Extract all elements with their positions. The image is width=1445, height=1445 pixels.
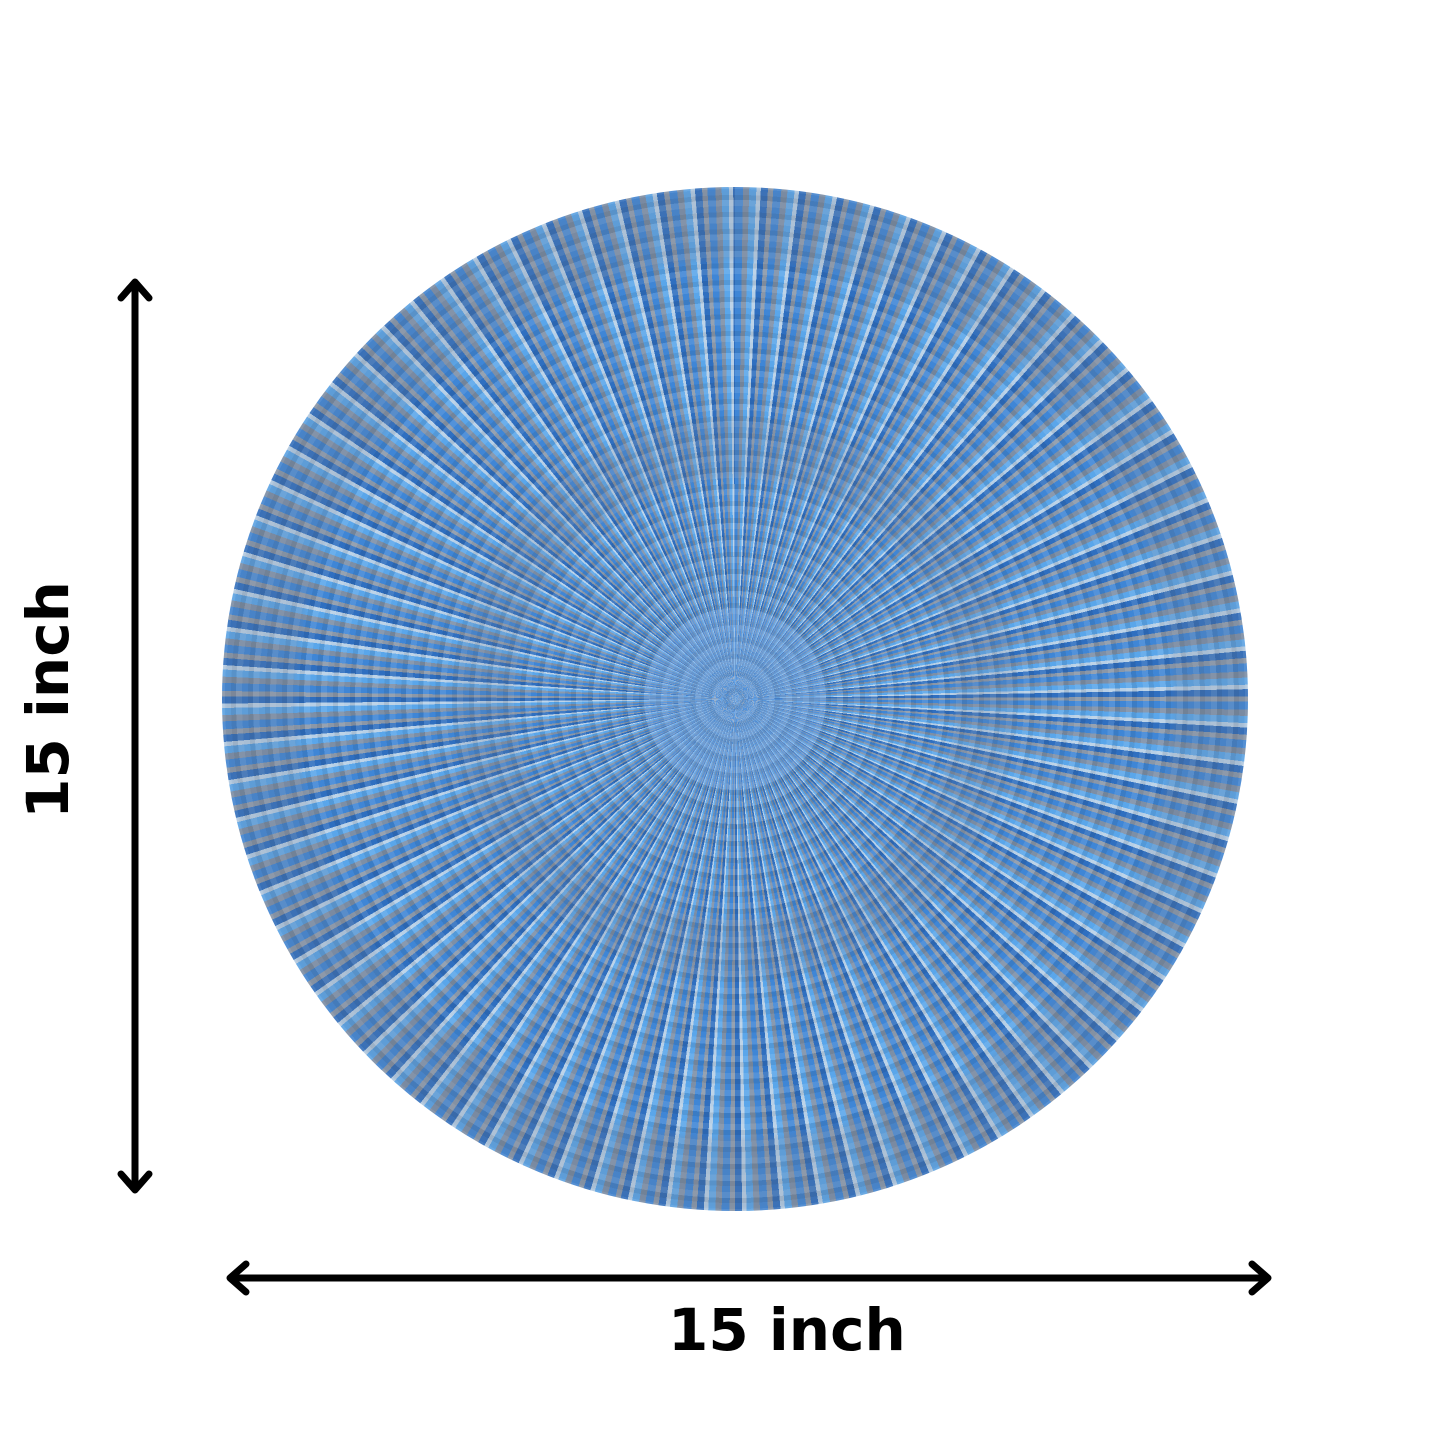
horizontal-dimension-arrow xyxy=(226,1260,1272,1296)
woven-placemat-image xyxy=(222,187,1248,1211)
height-label: 15 inch xyxy=(14,581,82,819)
width-label: 15 inch xyxy=(668,1296,906,1364)
vertical-dimension-arrow xyxy=(117,278,153,1194)
